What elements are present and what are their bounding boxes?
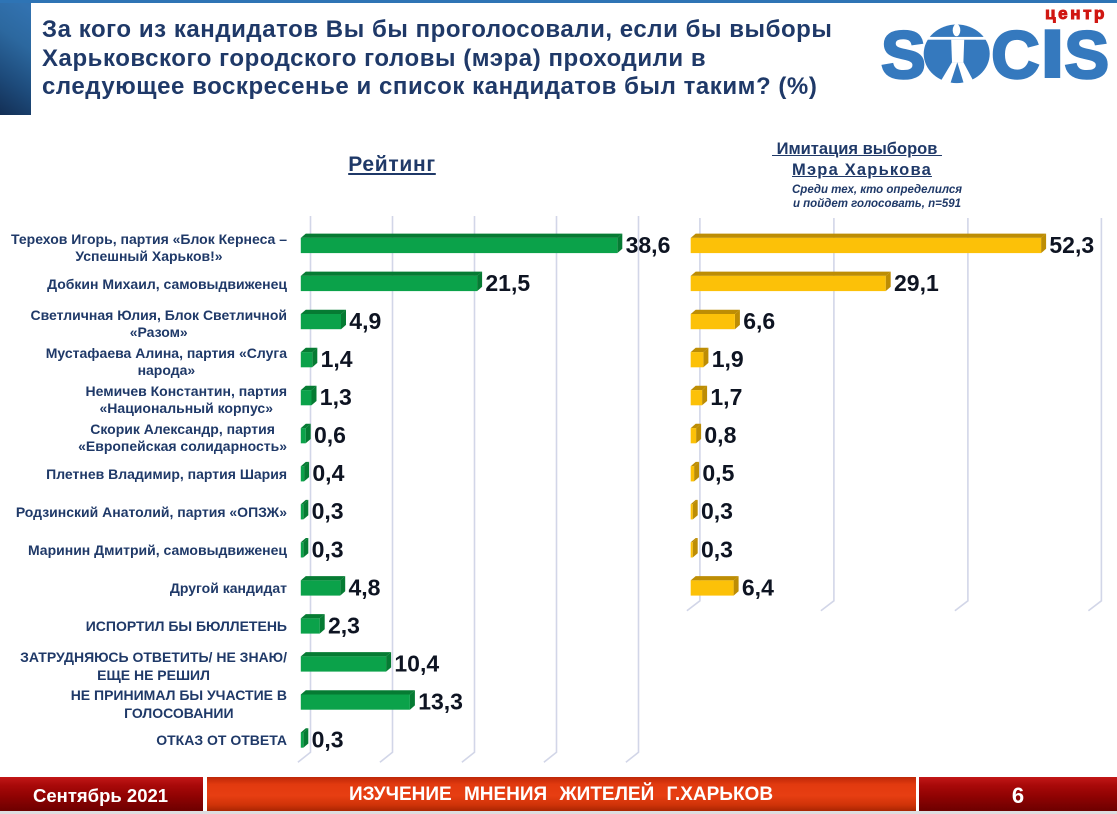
svg-text:1,7: 1,7 — [710, 384, 742, 410]
svg-text:0,3: 0,3 — [312, 536, 344, 562]
svg-text:S: S — [881, 18, 926, 93]
svg-text:0,5: 0,5 — [702, 460, 734, 486]
svg-text:4,8: 4,8 — [349, 574, 381, 600]
svg-text:1,4: 1,4 — [321, 346, 353, 372]
svg-text:52,3: 52,3 — [1049, 232, 1094, 258]
svg-text:13,3: 13,3 — [418, 689, 463, 715]
svg-text:6,6: 6,6 — [743, 308, 775, 334]
svg-text:S: S — [1064, 18, 1109, 93]
svg-text:1,3: 1,3 — [320, 384, 352, 410]
svg-text:0,3: 0,3 — [312, 498, 344, 524]
svg-text:C: C — [991, 18, 1039, 93]
svg-text:29,1: 29,1 — [894, 270, 939, 296]
svg-text:6,4: 6,4 — [742, 574, 774, 600]
svg-text:10,4: 10,4 — [394, 650, 439, 676]
svg-text:0,3: 0,3 — [312, 727, 344, 753]
svg-text:2,3: 2,3 — [328, 612, 360, 638]
svg-text:0,6: 0,6 — [314, 422, 346, 448]
svg-text:0,8: 0,8 — [704, 422, 736, 448]
svg-text:1,9: 1,9 — [712, 346, 744, 372]
svg-text:21,5: 21,5 — [485, 270, 530, 296]
svg-text:0,3: 0,3 — [701, 536, 733, 562]
svg-text:4,9: 4,9 — [349, 308, 381, 334]
svg-text:38,6: 38,6 — [626, 232, 671, 258]
svg-text:0,3: 0,3 — [701, 498, 733, 524]
svg-text:0,4: 0,4 — [312, 460, 344, 486]
